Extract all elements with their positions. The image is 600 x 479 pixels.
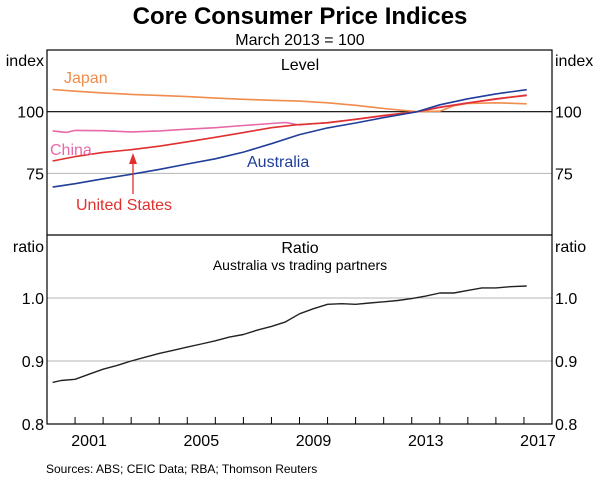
x-tick-label: 2009 (296, 433, 332, 450)
level-ytick-left: 100 (17, 105, 44, 122)
series-line-ratio (52, 285, 527, 384)
ratio-panel-title: Ratio (281, 240, 318, 257)
chart-subtitle: March 2013 = 100 (235, 32, 365, 49)
level-panel: index index Level 75 75 100 100 Japan China U… (6, 53, 594, 214)
x-tick-label: 2017 (520, 433, 556, 450)
level-ytick-left: 75 (26, 166, 44, 183)
ratio-ytick-left: 0.8 (22, 417, 44, 434)
chart-frame (46, 49, 553, 425)
series-line-united-states (52, 94, 527, 162)
ratio-ytick-left: 0.9 (22, 354, 44, 371)
level-ytick-right: 75 (555, 166, 573, 183)
level-panel-title: Level (281, 57, 319, 74)
x-tick-label: 2005 (184, 433, 220, 450)
series-label-australia: Australia (247, 154, 309, 171)
series-label-united-states: United States (76, 197, 172, 214)
series-label-japan: Japan (64, 70, 108, 87)
source-note: Sources: ABS; CEIC Data; RBA; Thomson Re… (46, 462, 317, 476)
ratio-ytick-right: 0.8 (555, 417, 577, 434)
ratio-ylabel-left: ratio (13, 239, 44, 256)
level-ytick-right: 100 (555, 105, 582, 122)
x-tick-label: 2013 (408, 433, 444, 450)
series-label-china: China (50, 142, 92, 159)
ratio-ylabel-right: ratio (555, 239, 586, 256)
series-line-australia (52, 88, 527, 188)
level-ylabel-left: index (6, 53, 44, 70)
ratio-ytick-right: 0.9 (555, 354, 577, 371)
ratio-ytick-right: 1.0 (555, 291, 577, 308)
ratio-panel-subtitle: Australia vs trading partners (213, 257, 387, 273)
level-ylabel-right: index (555, 53, 593, 70)
ratio-panel: ratio ratio Ratio Australia vs trading p… (13, 239, 586, 434)
ratio-ytick-left: 1.0 (22, 291, 44, 308)
annotation-arrow-head (129, 153, 137, 164)
chart-title: Core Consumer Price Indices (133, 3, 468, 30)
plot-border (46, 49, 553, 425)
x-tick-label: 2001 (71, 433, 107, 450)
x-axis: 2001 2005 2009 2013 2017 (71, 417, 556, 450)
